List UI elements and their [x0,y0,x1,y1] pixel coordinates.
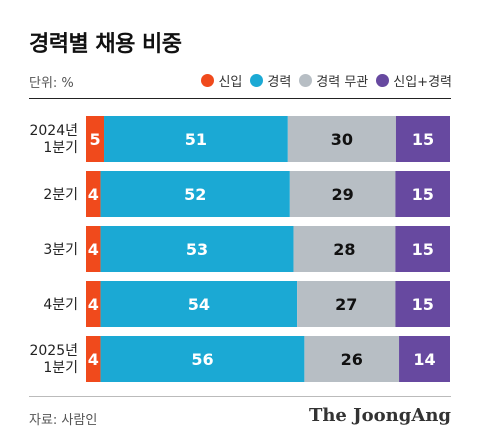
bar-segment-either [304,336,400,382]
data-label-new: 4 [88,185,99,204]
legend-swatch-new [201,74,215,87]
category-label: 2분기 [43,187,78,203]
legend-item-both: 신입+경력 [376,71,452,90]
bar-segment-experienced [100,336,305,382]
bottom-divider [29,396,451,397]
bar-segment-both [395,226,450,272]
bar-segment-new [86,226,101,272]
bar-segment-both [395,281,450,327]
category-label: 4분기 [43,297,78,313]
bar-segment-either [293,226,396,272]
legend: 신입 경력 경력 무관 신입+경력 [201,71,452,90]
bar-segment-new [86,281,101,327]
legend-item-either: 경력 무관 [299,71,368,90]
legend-label-either: 경력 무관 [316,75,369,90]
bar-segment-new [86,171,101,217]
data-label-new: 5 [89,130,100,149]
bar-segment-experienced [104,116,288,162]
bar-segment-both [395,116,450,162]
data-label-new: 4 [88,240,99,259]
legend-swatch-both [376,74,390,87]
legend-item-new: 신입 [201,71,242,90]
legend-swatch-experienced [250,74,264,87]
data-label-new: 4 [88,350,99,369]
data-label-both: 15 [412,130,434,149]
category-label: 2025년 1분기 [29,343,78,376]
bar-segment-either [297,281,396,327]
bar-segment-either [287,116,396,162]
legend-label-both: 신입+경력 [393,75,452,90]
data-label-experienced: 51 [185,130,207,149]
bar-segment-either [289,171,396,217]
data-label-experienced: 53 [186,240,208,259]
unit-label: 단위: % [29,76,74,91]
bar-segment-new [86,116,105,162]
data-label-experienced: 54 [188,295,210,314]
data-label-either: 29 [331,185,353,204]
data-label-new: 4 [88,295,99,314]
data-label-both: 15 [412,240,434,259]
publisher-logo: The JoongAng [308,405,451,426]
data-label-both: 15 [412,185,434,204]
chart-title: 경력별 채용 비중 [29,32,182,57]
bar-segment-experienced [100,171,290,217]
bar-segment-experienced [100,281,298,327]
data-label-either: 27 [335,295,357,314]
data-label-both: 15 [412,295,434,314]
bar-segment-new [86,336,101,382]
category-label: 3분기 [43,242,78,258]
legend-item-experienced: 경력 [250,71,291,90]
source-label: 자료: 사람인 [29,413,98,428]
legend-label-new: 신입 [218,75,243,90]
data-label-experienced: 56 [191,350,213,369]
data-label-either: 28 [333,240,355,259]
data-label-experienced: 52 [184,185,206,204]
category-label: 2024년 1분기 [29,123,78,156]
top-divider [29,98,451,99]
data-label-either: 30 [331,130,353,149]
bar-segment-experienced [100,226,294,272]
bar-segment-both [395,171,450,217]
legend-label-experienced: 경력 [267,75,292,90]
data-label-either: 26 [341,350,363,369]
data-label-both: 14 [413,350,435,369]
legend-swatch-either [299,74,313,87]
bar-segment-both [399,336,450,382]
